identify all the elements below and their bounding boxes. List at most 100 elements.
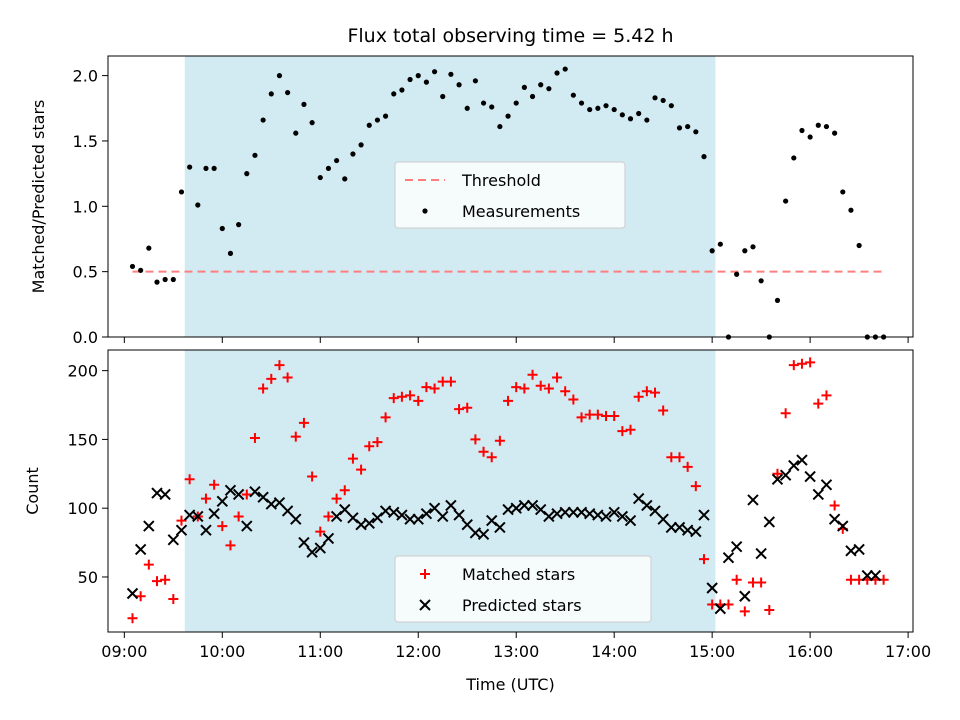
measurements-point bbox=[546, 86, 552, 92]
x-tick-label: 17:00 bbox=[885, 642, 931, 661]
matched-stars-point bbox=[543, 383, 554, 394]
matched-stars-point bbox=[592, 409, 603, 420]
predicted-stars-point bbox=[510, 502, 522, 514]
matched-stars-point bbox=[552, 372, 563, 383]
matched-stars-point bbox=[454, 404, 465, 415]
y-tick-label-count: 50 bbox=[78, 568, 98, 587]
predicted-stars-point bbox=[600, 510, 612, 523]
measurements-point bbox=[293, 130, 299, 136]
matched-stars-point bbox=[347, 453, 358, 464]
matched-stars-point bbox=[560, 386, 571, 397]
matched-stars-point bbox=[764, 604, 775, 615]
x-tick-label: 16:00 bbox=[787, 642, 833, 661]
predicted-stars-point bbox=[763, 516, 776, 528]
matched-stars-point bbox=[160, 574, 171, 585]
measurements-point bbox=[505, 113, 511, 119]
matched-stars-point bbox=[307, 471, 318, 482]
measurements-point bbox=[538, 82, 544, 88]
measurements-point bbox=[832, 130, 838, 136]
predicted-stars-point bbox=[388, 506, 400, 519]
measurements-point bbox=[489, 104, 495, 110]
predicted-stars-point bbox=[788, 459, 800, 472]
x-tick-label: 11:00 bbox=[297, 642, 343, 661]
measurements-point bbox=[783, 198, 789, 204]
measurements-point bbox=[252, 152, 258, 158]
measurements-point bbox=[431, 69, 438, 75]
predicted-stars-point bbox=[363, 517, 375, 530]
measurements-point bbox=[676, 125, 683, 131]
predicted-stars-point bbox=[616, 510, 629, 523]
measurements-point bbox=[236, 222, 242, 228]
measurements-point bbox=[162, 276, 168, 283]
predicted-stars-point bbox=[673, 521, 686, 534]
predicted-stars-point bbox=[526, 499, 539, 512]
measurements-point bbox=[464, 105, 470, 111]
matched-stars-point bbox=[225, 540, 236, 551]
measurements-point bbox=[203, 165, 209, 171]
axes-frame-ratio bbox=[107, 55, 914, 338]
measurements-point bbox=[399, 87, 405, 93]
predicted-stars-point bbox=[306, 546, 318, 558]
matched-stars-point bbox=[331, 493, 342, 504]
matched-stars-point bbox=[184, 474, 195, 485]
y-tick-label-count: 150 bbox=[67, 430, 98, 449]
matched-stars-point bbox=[739, 606, 750, 617]
y-tick-label-ratio: 0.5 bbox=[73, 263, 98, 282]
matched-stars-point bbox=[788, 360, 799, 371]
matched-stars-point bbox=[780, 408, 791, 419]
count-panel: Count Time (UTC) 50 100 150 200 09:00 10:00 11… bbox=[23, 349, 931, 694]
predicted-stars-point bbox=[730, 541, 743, 553]
measurements-point bbox=[848, 207, 854, 213]
matched-stars-point bbox=[478, 446, 489, 457]
measurements-point bbox=[807, 134, 813, 140]
matched-stars-point bbox=[266, 373, 277, 384]
measurements-point bbox=[423, 79, 430, 85]
legend-ratio: Threshold Measurements bbox=[394, 161, 626, 229]
matched-stars-point bbox=[617, 426, 628, 437]
y-tick-label-count: 200 bbox=[67, 362, 98, 381]
predicted-stars-point bbox=[747, 494, 759, 506]
predicted-stars-point bbox=[241, 520, 253, 532]
predicted-stars-point bbox=[771, 473, 784, 486]
predicted-stars-point bbox=[869, 569, 882, 582]
measurements-point bbox=[472, 78, 478, 84]
predicted-stars-point bbox=[796, 454, 808, 466]
matched-stars-point bbox=[396, 391, 407, 402]
measurements-point bbox=[382, 113, 389, 119]
predicted-stars-point bbox=[143, 520, 155, 532]
legend-count: Matched stars Predicted stars bbox=[394, 555, 652, 623]
matched-stars-point bbox=[372, 437, 383, 448]
measurements-point bbox=[791, 155, 797, 161]
legend-key-measurements bbox=[422, 208, 428, 214]
measurements-point bbox=[301, 101, 307, 107]
measurements-point bbox=[750, 244, 756, 250]
predicted-stars-point bbox=[232, 488, 245, 501]
predicted-stars-point bbox=[208, 507, 220, 520]
measurements-point bbox=[603, 103, 609, 109]
matched-stars-point bbox=[274, 360, 285, 371]
matched-stars-point bbox=[772, 468, 783, 479]
matched-stars-point bbox=[364, 441, 375, 452]
predicted-stars-point bbox=[314, 542, 326, 554]
predicted-stars-point bbox=[126, 587, 139, 600]
matched-stars-point bbox=[625, 424, 636, 435]
measurements-point bbox=[211, 165, 217, 171]
x-tick-label: 13:00 bbox=[493, 642, 539, 661]
predicted-stars-point bbox=[739, 590, 751, 602]
measurements-point bbox=[652, 95, 658, 101]
legend-key-matched-stars bbox=[420, 569, 430, 579]
predicted-stars-point bbox=[404, 513, 416, 525]
predicted-stars-point bbox=[714, 602, 727, 615]
matched-stars-point bbox=[609, 411, 620, 422]
matched-stars-point bbox=[282, 372, 293, 383]
measurements-point bbox=[570, 92, 576, 98]
y-tick-label-ratio: 0.0 bbox=[73, 328, 98, 347]
matched-stars-point bbox=[650, 387, 661, 398]
predicted-stars-point bbox=[641, 499, 653, 512]
predicted-stars-point bbox=[396, 509, 408, 521]
matched-stars-point bbox=[323, 511, 334, 522]
measurements-point bbox=[619, 112, 625, 118]
ratio-panel: Flux total observing time = 5.42 h Match… bbox=[29, 25, 914, 347]
measurements-point bbox=[187, 164, 193, 170]
legend-box-count bbox=[394, 555, 652, 623]
